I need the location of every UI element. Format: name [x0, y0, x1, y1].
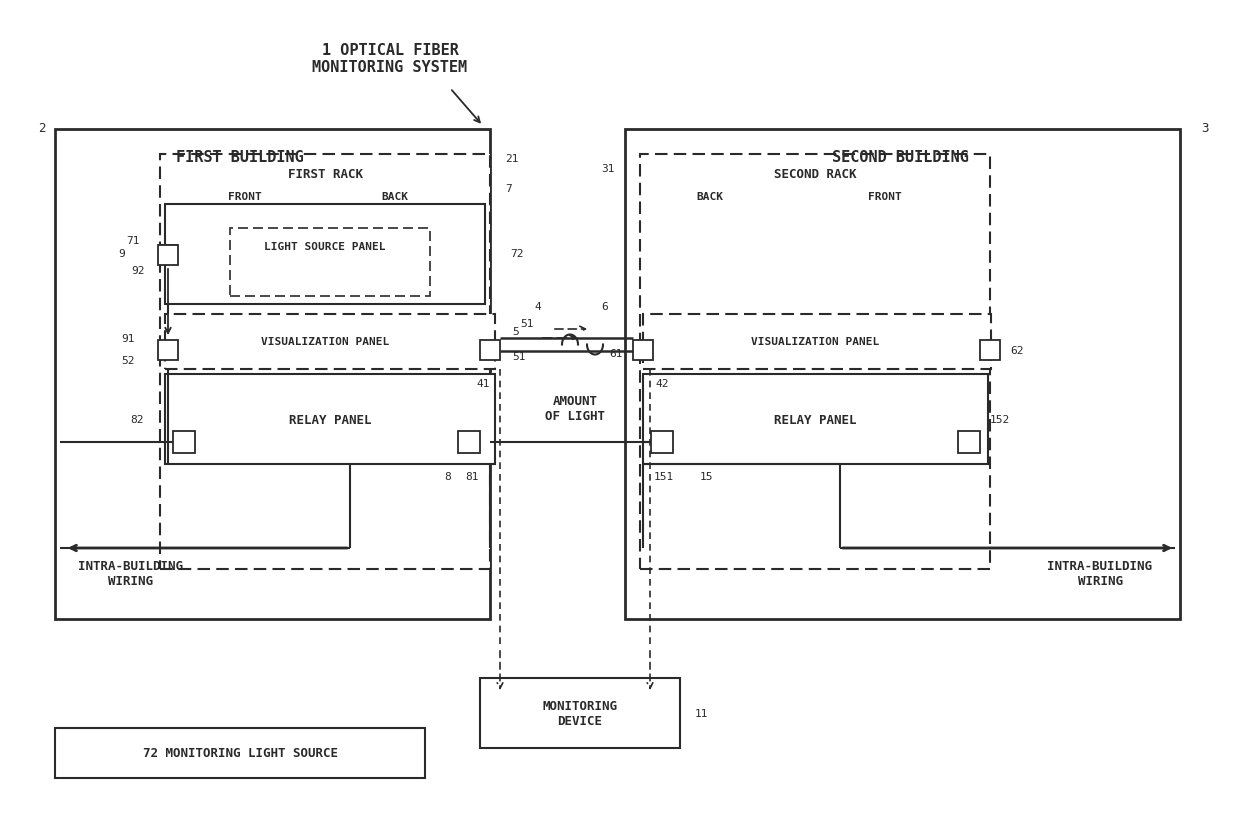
Bar: [480, 678, 680, 748]
Text: 82: 82: [130, 415, 144, 425]
Text: 8: 8: [445, 471, 451, 481]
Text: BACK: BACK: [382, 192, 408, 202]
Text: 6: 6: [601, 301, 609, 311]
Bar: [229, 229, 430, 296]
Bar: [165, 205, 485, 305]
Text: 1 OPTICAL FIBER
MONITORING SYSTEM: 1 OPTICAL FIBER MONITORING SYSTEM: [312, 43, 467, 75]
Text: AMOUNT
OF LIGHT: AMOUNT OF LIGHT: [546, 394, 605, 422]
Text: INTRA-BUILDING
WIRING: INTRA-BUILDING WIRING: [1048, 560, 1152, 587]
Bar: [165, 374, 495, 465]
Text: FIRST BUILDING: FIRST BUILDING: [176, 149, 304, 164]
Bar: [159, 246, 177, 263]
Text: INTRA-BUILDING
WIRING: INTRA-BUILDING WIRING: [78, 560, 182, 587]
Text: 31: 31: [601, 164, 615, 174]
Text: 81: 81: [465, 471, 479, 481]
Text: 72: 72: [510, 248, 523, 258]
Bar: [632, 340, 653, 360]
Text: 92: 92: [131, 266, 145, 276]
Text: LIGHT SOURCE PANEL: LIGHT SOURCE PANEL: [264, 242, 386, 252]
Bar: [157, 246, 179, 266]
Text: SECOND RACK: SECOND RACK: [774, 167, 857, 181]
Text: FRONT: FRONT: [868, 192, 901, 202]
Text: 91: 91: [122, 334, 135, 344]
Text: 51: 51: [520, 319, 533, 329]
Text: 52: 52: [122, 355, 135, 365]
Text: 41: 41: [476, 378, 490, 388]
Text: VISUALIZATION PANEL: VISUALIZATION PANEL: [751, 337, 879, 347]
Text: FRONT: FRONT: [228, 192, 262, 202]
Text: 2: 2: [38, 123, 46, 135]
Text: 4: 4: [534, 301, 542, 311]
Bar: [157, 340, 179, 360]
Text: MONITORING
DEVICE: MONITORING DEVICE: [543, 699, 618, 727]
Text: 51: 51: [512, 352, 526, 362]
Text: 151: 151: [653, 471, 675, 481]
Bar: [55, 728, 425, 778]
Bar: [55, 130, 490, 619]
Bar: [651, 431, 673, 454]
Text: RELAY PANEL: RELAY PANEL: [774, 413, 857, 426]
Bar: [174, 431, 195, 454]
Bar: [625, 130, 1180, 619]
Bar: [640, 155, 990, 570]
Bar: [160, 155, 490, 570]
Text: FIRST RACK: FIRST RACK: [288, 167, 362, 181]
Text: BACK: BACK: [697, 192, 723, 202]
Bar: [165, 315, 495, 369]
Text: 152: 152: [990, 415, 1011, 425]
Text: 61: 61: [610, 349, 622, 359]
Text: 9: 9: [118, 248, 125, 258]
Bar: [458, 431, 480, 454]
Text: 21: 21: [505, 154, 518, 164]
Bar: [480, 340, 500, 360]
Text: RELAY PANEL: RELAY PANEL: [289, 413, 371, 426]
Bar: [980, 340, 999, 360]
Text: 72 MONITORING LIGHT SOURCE: 72 MONITORING LIGHT SOURCE: [143, 747, 337, 759]
Text: 15: 15: [701, 471, 713, 481]
Bar: [644, 315, 991, 369]
Text: 11: 11: [694, 708, 708, 718]
Text: SECOND BUILDING: SECOND BUILDING: [832, 149, 968, 164]
Text: 71: 71: [126, 236, 140, 246]
Text: 5: 5: [512, 326, 518, 337]
Bar: [959, 431, 980, 454]
Text: 7: 7: [505, 184, 512, 194]
Text: 62: 62: [1011, 345, 1023, 355]
Text: 42: 42: [655, 378, 668, 388]
Text: VISUALIZATION PANEL: VISUALIZATION PANEL: [260, 337, 389, 347]
Text: 3: 3: [1202, 123, 1209, 135]
Bar: [644, 374, 988, 465]
